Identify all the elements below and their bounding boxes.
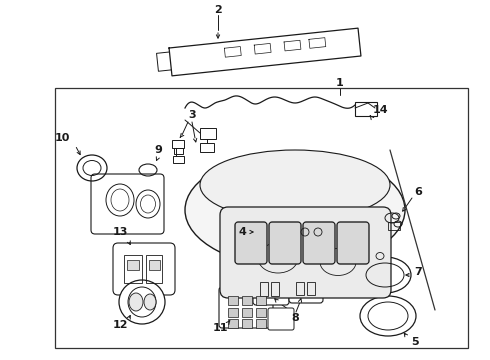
Bar (200, 143, 214, 152)
Bar (256, 296, 266, 305)
FancyBboxPatch shape (269, 222, 301, 264)
Ellipse shape (359, 257, 411, 293)
Text: 12: 12 (112, 320, 128, 330)
Polygon shape (169, 28, 361, 76)
Text: 2: 2 (214, 5, 222, 15)
Bar (228, 308, 238, 317)
Ellipse shape (129, 293, 143, 311)
Bar (242, 308, 252, 317)
FancyBboxPatch shape (220, 207, 391, 298)
Bar (228, 319, 238, 328)
Ellipse shape (185, 153, 405, 267)
Bar (146, 255, 162, 283)
Ellipse shape (360, 296, 416, 336)
FancyBboxPatch shape (235, 222, 267, 264)
Text: 9: 9 (154, 145, 162, 155)
Ellipse shape (250, 237, 305, 279)
Bar (174, 148, 183, 154)
Text: 7: 7 (414, 267, 422, 277)
Bar (256, 319, 266, 328)
Text: 11: 11 (212, 323, 228, 333)
Bar (296, 282, 304, 295)
FancyBboxPatch shape (289, 275, 323, 303)
Bar (228, 296, 238, 305)
Text: 4: 4 (238, 227, 246, 237)
Ellipse shape (144, 294, 156, 310)
FancyBboxPatch shape (303, 222, 335, 264)
Bar (149, 260, 160, 270)
FancyBboxPatch shape (219, 287, 273, 328)
Text: 6: 6 (414, 187, 422, 197)
Text: 14: 14 (372, 105, 388, 115)
Ellipse shape (119, 280, 165, 324)
Bar (242, 319, 252, 328)
Bar (260, 282, 268, 296)
Bar (124, 255, 142, 283)
Bar (242, 296, 252, 305)
Text: 8: 8 (291, 313, 299, 323)
Text: 10: 10 (54, 133, 70, 143)
Bar (55, 88, 468, 348)
Bar (127, 260, 139, 270)
FancyBboxPatch shape (91, 174, 164, 234)
Bar (355, 102, 377, 116)
FancyBboxPatch shape (113, 243, 175, 295)
Text: 3: 3 (188, 110, 196, 120)
Text: 5: 5 (411, 337, 419, 347)
Bar (307, 282, 315, 295)
Bar (172, 140, 184, 148)
FancyBboxPatch shape (253, 275, 289, 305)
FancyBboxPatch shape (268, 308, 294, 330)
FancyBboxPatch shape (337, 222, 369, 264)
Bar (271, 282, 279, 296)
Bar (256, 308, 266, 317)
Text: 1: 1 (336, 78, 344, 88)
Ellipse shape (200, 150, 390, 220)
Bar (388, 222, 400, 230)
Text: 13: 13 (112, 227, 128, 237)
Bar (200, 128, 216, 139)
Bar (173, 156, 184, 163)
Ellipse shape (313, 243, 363, 281)
